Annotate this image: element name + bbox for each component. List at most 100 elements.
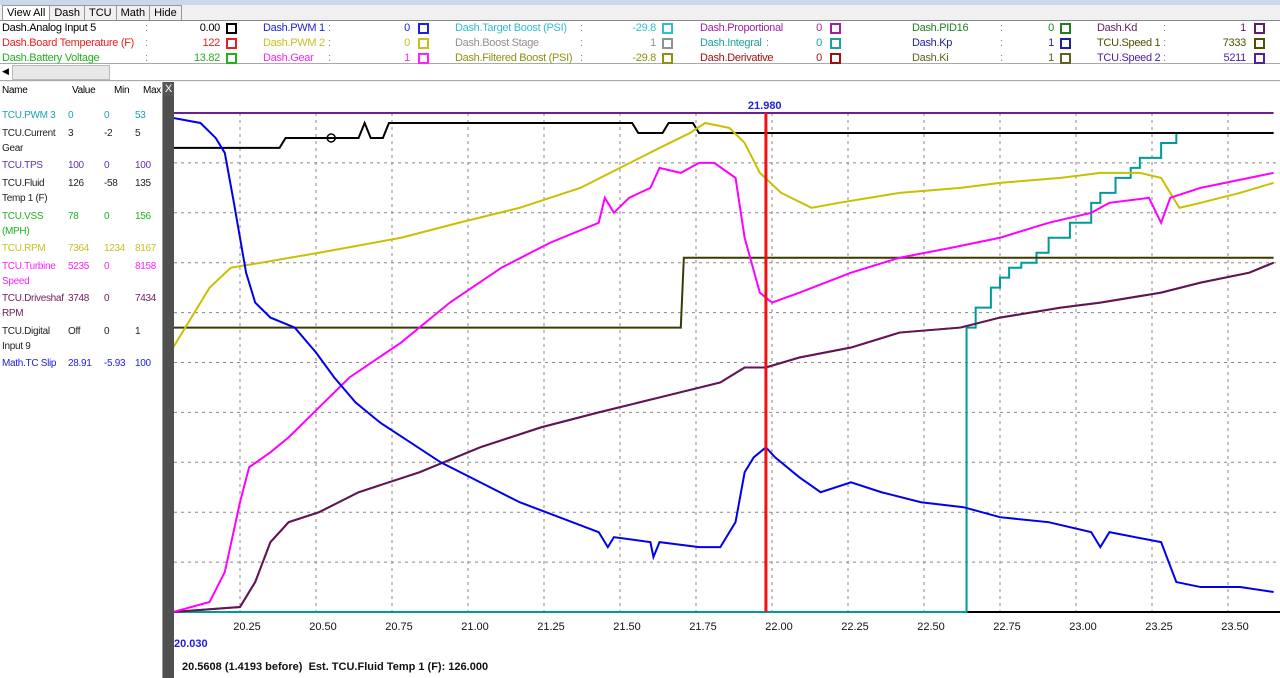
legend-item[interactable]: Dash.Board Temperature (F): 122 (0, 36, 1280, 51)
color-swatch[interactable] (1060, 23, 1071, 34)
series-marker (326, 133, 336, 143)
legend-colon: : (766, 37, 769, 49)
color-swatch[interactable] (418, 23, 429, 34)
tab-math[interactable]: Math (115, 5, 151, 21)
legend-colon: : (580, 37, 583, 49)
channel-min: 0 (104, 293, 110, 304)
legend-colon: : (1163, 52, 1166, 64)
legend-name: Dash.Gear (263, 52, 314, 64)
legend-value: 1 (1240, 22, 1246, 34)
color-swatch[interactable] (1060, 38, 1071, 49)
tab-tcu[interactable]: TCU (84, 5, 117, 21)
x-tick-label: 20.25 (233, 621, 261, 633)
color-swatch[interactable] (830, 38, 841, 49)
channel-value: Off (68, 326, 81, 337)
series-line (174, 256, 1274, 329)
header-name[interactable]: Name (2, 85, 28, 96)
channel-name: TCU.VSS (MPH) (2, 211, 44, 237)
scroll-thumb[interactable] (12, 65, 110, 80)
legend-colon: : (145, 22, 148, 34)
header-max[interactable]: Max (143, 85, 161, 96)
channel-max: 100 (135, 358, 151, 369)
channel-value: 3 (68, 128, 74, 139)
legend-colon: : (1000, 52, 1003, 64)
legend-name: Dash.Derivative (700, 52, 774, 64)
x-tick-label: 21.50 (613, 621, 641, 633)
legend-colon: : (328, 22, 331, 34)
legend-item[interactable]: Dash.Target Boost (PSI): -29.8 (0, 21, 1280, 36)
header-min[interactable]: Min (114, 85, 130, 96)
legend-item[interactable]: Dash.Analog Input 5: 0.00 (0, 21, 1280, 36)
series-line (174, 261, 1274, 613)
legend-colon: : (766, 22, 769, 34)
color-swatch[interactable] (830, 53, 841, 64)
channel-min: 0 (104, 211, 110, 222)
color-swatch[interactable] (830, 23, 841, 34)
x-tick-label: 21.75 (689, 621, 717, 633)
channel-max: 135 (135, 178, 151, 189)
close-panel-button[interactable]: X (163, 82, 174, 96)
cursor-label: 21.980 (747, 100, 782, 112)
legend-item[interactable]: TCU.Speed 1: 7333 (0, 36, 1280, 51)
channel-max: 1 (135, 326, 141, 337)
color-swatch[interactable] (1060, 53, 1071, 64)
legend-item[interactable]: Dash.Filtered Boost (PSI): -29.8 (0, 51, 1280, 66)
scroll-left-icon[interactable]: ◀ (2, 66, 9, 76)
legend-item[interactable]: Dash.Battery Voltage: 13.82 (0, 51, 1280, 66)
legend-colon: : (580, 22, 583, 34)
legend-item[interactable]: Dash.PWM 1: 0 (0, 21, 1280, 36)
legend-value: 5211 (1223, 52, 1247, 64)
channel-min: 0 (104, 261, 110, 272)
legend-name: Dash.Boost Stage (455, 37, 539, 49)
legend-item[interactable]: Dash.Boost Stage: 1 (0, 36, 1280, 51)
channel-max: 7434 (135, 293, 157, 304)
legend-value: 0 (404, 37, 410, 49)
legend-value: 0.00 (199, 22, 221, 34)
color-swatch[interactable] (662, 23, 673, 34)
legend-colon: : (328, 37, 331, 49)
channel-name: TCU.Digital Input 9 (2, 326, 50, 352)
legend-item[interactable]: Dash.Ki: 1 (0, 51, 1280, 66)
color-swatch[interactable] (418, 38, 429, 49)
color-swatch[interactable] (662, 38, 673, 49)
channel-name: TCU.TPS (2, 160, 43, 171)
channel-max: 156 (135, 211, 151, 222)
color-swatch[interactable] (226, 38, 237, 49)
plot-area[interactable]: 20.25 20.50 20.75 21.00 21.25 21.50 21.75 22.00… (174, 82, 1280, 678)
legend-item[interactable]: Dash.PID16: 0 (0, 21, 1280, 36)
legend-scrollbar[interactable]: ◀ (0, 64, 1280, 81)
legend-value: 0 (816, 37, 822, 49)
x-tick-label: 22.50 (917, 621, 945, 633)
x-tick-label: 23.25 (1145, 621, 1173, 633)
tab-hide[interactable]: Hide (149, 5, 182, 21)
tab-view-all[interactable]: View All (2, 5, 51, 21)
legend-item[interactable]: Dash.Kd: 1 (0, 21, 1280, 36)
header-value[interactable]: Value (72, 85, 96, 96)
legend-value: 0 (816, 52, 822, 64)
x-tick-label: 21.25 (537, 621, 565, 633)
chart-svg[interactable]: 20.25 20.50 20.75 21.00 21.25 21.50 21.75 22.00… (174, 82, 1280, 678)
color-swatch[interactable] (226, 23, 237, 34)
channel-name: TCU.RPM (2, 243, 46, 254)
legend-item[interactable]: Dash.PWM 2: 0 (0, 36, 1280, 51)
panel-splitter[interactable] (163, 96, 174, 678)
legend-item[interactable]: TCU.Speed 2: 5211 (0, 51, 1280, 66)
x-tick-label: 20.75 (385, 621, 413, 633)
color-swatch[interactable] (418, 53, 429, 64)
color-swatch[interactable] (1254, 53, 1265, 64)
color-swatch[interactable] (1254, 23, 1265, 34)
legend-item[interactable]: Dash.Kp: 1 (0, 36, 1280, 51)
legend-item[interactable]: Dash.Proportional: 0 (0, 21, 1280, 36)
legend-item[interactable]: Dash.Derivative: 0 (0, 51, 1280, 66)
color-swatch[interactable] (1254, 38, 1265, 49)
color-swatch[interactable] (662, 53, 673, 64)
color-swatch[interactable] (226, 53, 237, 64)
channel-min: -58 (104, 178, 118, 189)
legend-item[interactable]: Dash.Gear: 1 (0, 51, 1280, 66)
legend-item[interactable]: Dash.Integral: 0 (0, 36, 1280, 51)
series-line (174, 161, 1274, 613)
tab-dash[interactable]: Dash (49, 5, 86, 21)
legend-value: 1 (404, 52, 410, 64)
channel-min: 0 (104, 160, 110, 171)
legend-name: Dash.Integral (700, 37, 762, 49)
